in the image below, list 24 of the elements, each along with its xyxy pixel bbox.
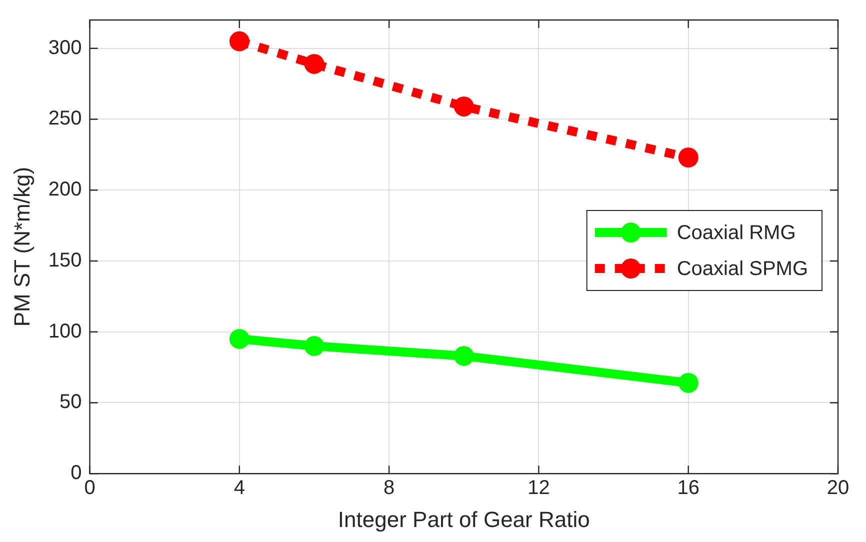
y-tick-label: 250: [48, 108, 82, 130]
x-tick-label: 4: [234, 477, 245, 500]
y-tick-label: 200: [48, 178, 82, 201]
x-tick-label: 20: [826, 477, 850, 500]
y-tick-label: 100: [48, 320, 82, 342]
point: [454, 96, 474, 116]
point: [304, 54, 324, 74]
legend-label: Coaxial SPMG: [676, 258, 808, 280]
x-axis-title: Integer Part of Gear Ratio: [338, 506, 590, 532]
y-tick-label: 150: [48, 249, 82, 272]
y-tick-label: 0: [70, 462, 82, 484]
point: [229, 328, 250, 349]
point: [304, 336, 324, 356]
point: [678, 148, 698, 168]
y-tick-label: 50: [60, 391, 82, 414]
point: [229, 31, 250, 52]
x-tick-label: 16: [677, 477, 700, 500]
point: [454, 346, 474, 366]
point: [678, 372, 698, 393]
legend-label: Coaxial RMG: [676, 222, 796, 244]
x-tick-label: 12: [528, 477, 550, 500]
x-tick-label: 8: [384, 477, 395, 500]
y-axis-title: PM ST (N*m/kg): [9, 166, 34, 327]
y-tick-label: 300: [48, 36, 82, 59]
